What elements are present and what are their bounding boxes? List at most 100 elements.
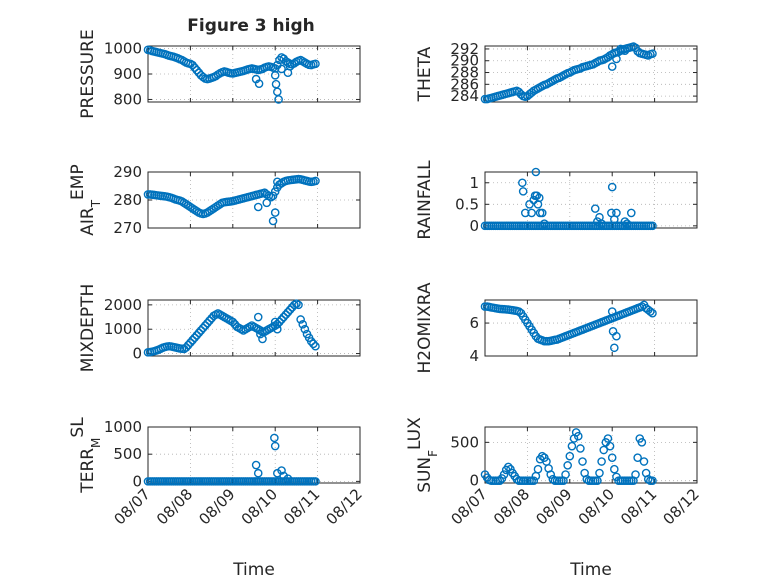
- data-point: [274, 95, 283, 104]
- data-point: [637, 438, 647, 447]
- y-tick-label: 0: [469, 217, 479, 235]
- x-tick-label: 08/12: [660, 485, 703, 528]
- data-point: [177, 197, 187, 206]
- data-point: [648, 308, 657, 318]
- data-point: [306, 337, 316, 346]
- data-point: [311, 477, 320, 486]
- y-axis-label: TERRMSL: [68, 417, 103, 494]
- data-point: [211, 202, 221, 212]
- data-point: [540, 219, 549, 228]
- data-point: [531, 167, 541, 177]
- plot-area-7: [148, 427, 360, 483]
- data-point: [607, 307, 617, 316]
- data-point: [270, 441, 280, 451]
- data-point: [639, 457, 649, 466]
- data-point: [279, 471, 288, 481]
- data-point: [196, 326, 206, 335]
- y-axis-label: THETA: [415, 46, 435, 102]
- data-point: [194, 328, 204, 338]
- data-point: [527, 208, 536, 218]
- data-point: [188, 335, 197, 345]
- data-point: [298, 320, 308, 329]
- x-tick-label: 08/11: [280, 485, 323, 528]
- data-point: [198, 323, 208, 333]
- data-point: [205, 316, 214, 325]
- data-point: [183, 201, 193, 210]
- data-point: [256, 329, 265, 339]
- data-point: [213, 201, 223, 210]
- data-point: [573, 431, 583, 441]
- y-tick-label: 500: [450, 433, 479, 451]
- data-point: [203, 318, 212, 328]
- data-point: [610, 464, 619, 474]
- y-tick-label: 1000: [104, 320, 142, 338]
- data-point: [537, 208, 547, 218]
- data-point: [643, 474, 653, 484]
- data-point: [529, 476, 539, 485]
- data-point: [593, 476, 602, 485]
- data-point: [495, 476, 505, 485]
- y-tick-label: 4: [469, 347, 479, 365]
- data-point: [253, 202, 263, 212]
- data-point: [205, 206, 214, 216]
- y-axis-label: PRESSURE: [78, 29, 98, 118]
- y-tick-label: 290: [113, 163, 142, 181]
- data-point: [648, 476, 657, 485]
- data-point: [268, 191, 278, 201]
- x-tick-label: 08/09: [532, 485, 575, 528]
- data-point: [277, 466, 286, 475]
- data-point: [631, 470, 640, 479]
- data-point: [190, 63, 199, 72]
- x-tick-label: 08/07: [111, 485, 154, 528]
- data-point: [283, 474, 293, 483]
- data-point: [188, 60, 197, 70]
- y-axis-label: RAINFALL: [415, 160, 435, 240]
- y-tick-label: 270: [113, 219, 142, 237]
- y-tick-label: 2000: [104, 296, 142, 314]
- data-point: [251, 460, 261, 470]
- y-tick-label: 1: [469, 174, 479, 192]
- axes-box: [484, 45, 698, 103]
- x-tick-label: 08/08: [153, 485, 196, 528]
- data-point: [203, 208, 212, 217]
- y-tick-label: 0.5: [455, 195, 479, 213]
- data-point: [626, 208, 636, 218]
- data-point: [607, 62, 617, 71]
- data-point: [285, 62, 295, 71]
- axes-box: [484, 171, 698, 229]
- data-point: [188, 204, 197, 213]
- data-point: [311, 59, 320, 69]
- y-axis-label: H2OMIXRA: [415, 282, 435, 373]
- data-point: [620, 46, 630, 56]
- data-point: [254, 79, 264, 88]
- data-point: [620, 217, 630, 226]
- data-point: [273, 320, 282, 329]
- data-point: [563, 461, 572, 470]
- data-point: [277, 64, 286, 74]
- data-point: [270, 433, 279, 443]
- data-point: [253, 312, 263, 322]
- x-tick-label: 08/11: [617, 485, 660, 528]
- plot-area-4: [485, 172, 697, 228]
- x-axis-label: Time: [569, 560, 612, 580]
- data-point: [192, 65, 202, 75]
- data-point: [533, 464, 543, 474]
- data-point: [190, 205, 199, 215]
- data-point: [593, 217, 602, 226]
- data-point: [518, 187, 528, 196]
- data-point: [258, 334, 267, 344]
- data-point: [565, 451, 575, 461]
- figure-title: Figure 3 high: [187, 16, 315, 36]
- data-point: [207, 205, 216, 215]
- data-point: [612, 54, 621, 64]
- y-tick-label: 286: [450, 75, 479, 93]
- data-point: [311, 341, 320, 351]
- data-point: [534, 193, 544, 203]
- data-point: [532, 191, 542, 200]
- y-tick-label: 292: [450, 40, 479, 58]
- data-point: [279, 312, 288, 322]
- data-point: [603, 434, 613, 443]
- data-point: [190, 333, 199, 343]
- x-tick-label: 08/08: [490, 485, 533, 528]
- data-point: [270, 208, 280, 217]
